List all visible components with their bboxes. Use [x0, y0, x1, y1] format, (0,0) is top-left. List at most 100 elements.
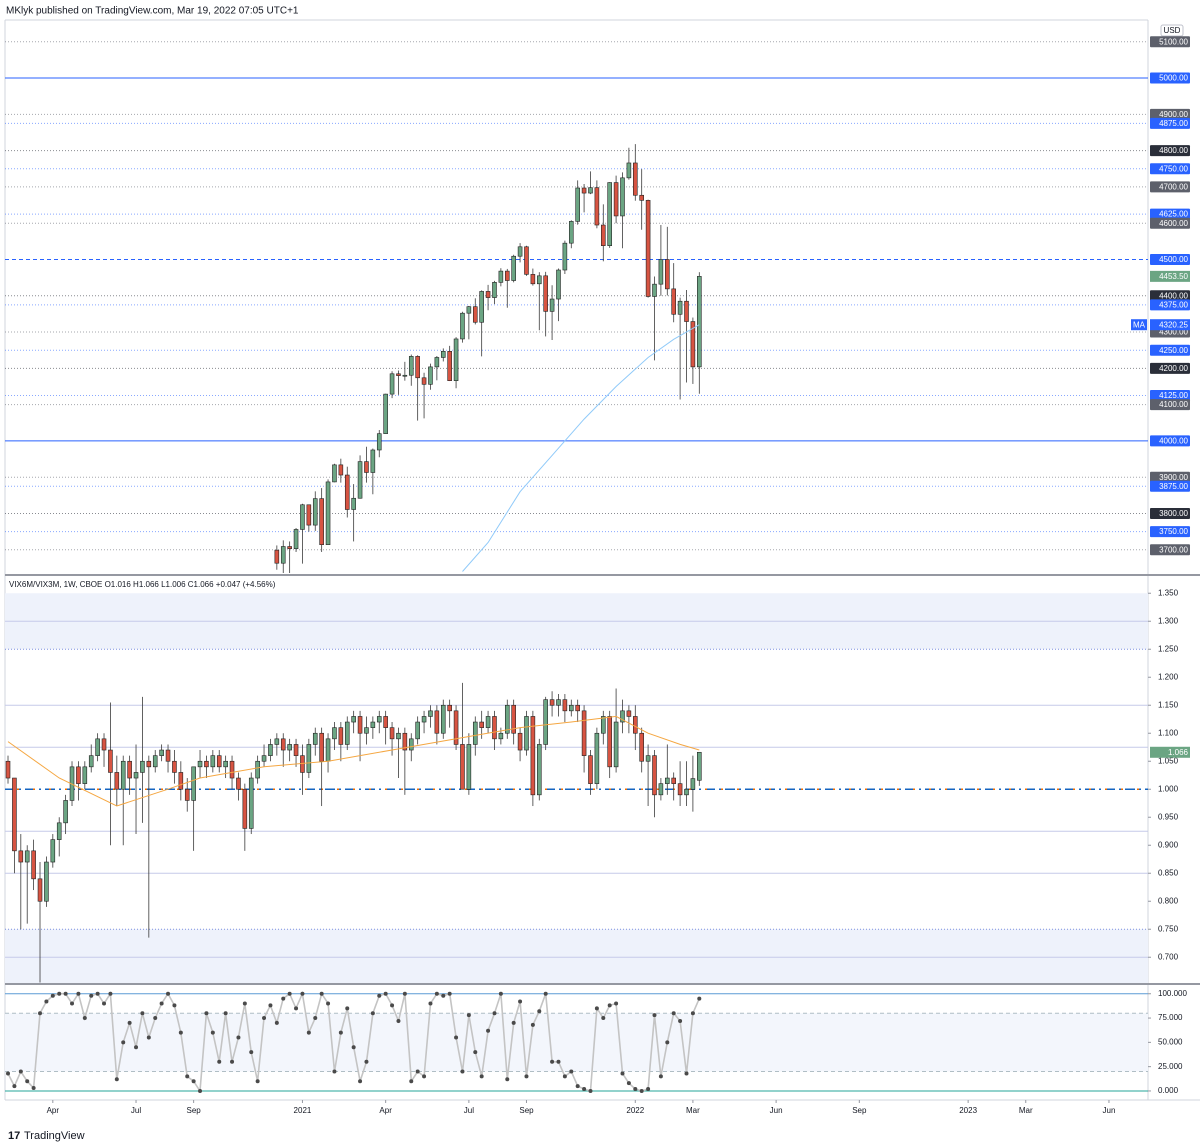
candle-body — [543, 699, 548, 745]
candle-body — [633, 716, 638, 734]
candle-body — [472, 721, 478, 745]
oscillator-point — [44, 999, 49, 1004]
candle-body — [268, 744, 273, 756]
oscillator-point — [63, 991, 68, 996]
candle-body — [274, 549, 280, 564]
candle-body — [184, 788, 190, 801]
y-tick-label: 100.000 — [1158, 989, 1187, 998]
oscillator-point — [614, 1001, 619, 1006]
candle-body — [236, 777, 241, 790]
candle-body — [447, 350, 452, 381]
oscillator-point — [415, 1069, 420, 1074]
candle-body — [306, 504, 312, 526]
candle-body — [396, 732, 401, 740]
x-tick-label: Apr — [47, 1106, 60, 1115]
candle-body — [658, 783, 664, 796]
oscillator-point — [441, 993, 446, 998]
price-label-box — [1150, 36, 1190, 48]
oscillator-point — [684, 1071, 689, 1076]
oscillator-point — [505, 1077, 510, 1082]
candle-body — [31, 850, 36, 880]
candle-body — [402, 374, 408, 377]
publisher-note: MKlyk published on TradingView.com, Mar … — [6, 6, 299, 17]
oscillator-point — [102, 1001, 107, 1006]
candle-body — [665, 777, 670, 784]
oscillator-point — [569, 1069, 574, 1074]
candle-body — [287, 744, 292, 751]
oscillator-point — [127, 1020, 132, 1025]
oscillator-point — [377, 993, 382, 998]
oscillator-point — [620, 1071, 625, 1076]
candle-body — [242, 788, 248, 829]
candle-body — [511, 255, 516, 281]
y-tick-label: 1.050 — [1158, 756, 1179, 765]
candle-body — [428, 710, 433, 717]
candle-body — [504, 704, 510, 734]
candle-body — [601, 716, 606, 734]
oscillator-point — [230, 1059, 235, 1064]
price-label: 4250.00 — [1159, 346, 1188, 355]
candle-body — [108, 749, 113, 773]
price-label: 4900.00 — [1159, 110, 1188, 119]
candle-body — [684, 300, 689, 322]
price-axis: 100.000 75.000 50.000 25.000 0.000 — [1148, 989, 1187, 1095]
oscillator-point — [607, 1003, 612, 1008]
candle-body — [165, 749, 171, 762]
x-tick-label: Sep — [519, 1106, 534, 1115]
candle-body — [338, 727, 344, 745]
price-label: 4125.00 — [1159, 391, 1188, 400]
candle-body — [389, 727, 395, 740]
y-tick-label: 25.000 — [1158, 1062, 1183, 1071]
price-label: 3800.00 — [1159, 509, 1188, 518]
pane — [5, 990, 1148, 1094]
candle-body — [581, 710, 587, 756]
candle-body — [370, 449, 376, 473]
candle-body — [562, 242, 568, 271]
y-tick-label: 1.000 — [1158, 784, 1179, 793]
oscillator-point — [31, 1086, 36, 1091]
oscillator-point — [652, 1013, 657, 1018]
candle-body — [665, 259, 670, 290]
candle-body — [690, 778, 696, 790]
x-tick-label: 2023 — [959, 1106, 977, 1115]
oscillator-point — [537, 1009, 542, 1014]
candle-body — [524, 716, 529, 751]
candle-body — [357, 461, 363, 499]
candle-body — [37, 878, 43, 902]
price-label-box — [1150, 290, 1190, 302]
y-tick-label: 75.000 — [1158, 1013, 1183, 1022]
currency-badge[interactable] — [1160, 24, 1184, 37]
oscillator-point — [172, 1003, 177, 1008]
ma-tag-box — [1131, 319, 1147, 331]
price-label: 4200.00 — [1159, 364, 1188, 373]
oscillator-point — [466, 1013, 471, 1018]
candle-body — [88, 755, 94, 768]
candle-body — [332, 727, 337, 740]
band — [5, 1013, 1148, 1072]
price-label-box — [1150, 208, 1190, 220]
x-tick-label: Mar — [686, 1106, 700, 1115]
oscillator-point — [191, 1079, 196, 1084]
candle-body — [492, 282, 497, 298]
x-tick-label: Sep — [187, 1106, 202, 1115]
oscillator-point — [204, 1011, 209, 1016]
oscillator-point — [594, 1006, 599, 1011]
oscillator-point — [274, 1020, 279, 1025]
candle-body — [479, 291, 484, 323]
oscillator-point — [153, 1016, 158, 1021]
candle-body — [556, 269, 561, 300]
price-label-box — [1150, 390, 1190, 402]
candle-body — [466, 306, 472, 314]
oscillator-point — [57, 991, 62, 996]
candle-body — [517, 732, 523, 751]
candle-body — [319, 732, 324, 762]
candle-body — [312, 498, 318, 526]
candle-body — [351, 716, 356, 723]
oscillator-point — [690, 1011, 695, 1016]
candle-body — [421, 377, 427, 385]
price-label-box — [1150, 471, 1190, 483]
oscillator-point — [473, 1050, 478, 1055]
candle-body — [18, 850, 24, 863]
candle-body — [402, 732, 408, 751]
candle-body — [133, 772, 139, 779]
